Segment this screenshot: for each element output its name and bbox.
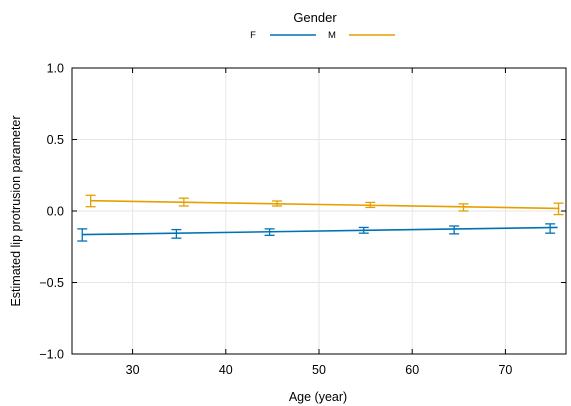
error-bar	[77, 228, 88, 242]
legend-entry-label: M	[328, 30, 336, 41]
series-layer	[77, 194, 564, 242]
y-tick-label: 0.0	[47, 205, 64, 219]
y-tick-label: −0.5	[39, 276, 64, 290]
x-tick-label: 30	[126, 363, 140, 377]
error-bar	[264, 228, 275, 236]
error-bar	[553, 202, 564, 216]
series-line-m	[90, 199, 560, 210]
legend-entry-label: F	[250, 30, 256, 41]
x-axis-label: Age (year)	[289, 390, 347, 404]
legend-entry-m: M	[328, 30, 395, 41]
y-axis: 1.0 0.5 0.0 −0.5 −1.0	[39, 62, 566, 362]
error-bar	[365, 201, 376, 209]
error-bar	[85, 194, 96, 208]
x-tick-label: 50	[312, 363, 326, 377]
error-bar	[545, 223, 556, 234]
y-tick-label: −1.0	[39, 348, 64, 362]
error-bar	[178, 197, 189, 207]
series-m	[85, 194, 564, 216]
error-bar	[449, 225, 460, 235]
x-tick-label: 70	[498, 363, 512, 377]
error-bar	[358, 226, 369, 234]
y-tick-label: 0.5	[47, 133, 64, 147]
legend-title: Gender	[293, 10, 337, 25]
x-tick-label: 60	[405, 363, 419, 377]
gridlines	[72, 67, 566, 355]
y-tick-label: 1.0	[47, 62, 64, 76]
error-bar	[171, 228, 182, 239]
x-tick-label: 40	[219, 363, 233, 377]
series-f	[77, 223, 558, 242]
series-line-f	[82, 226, 558, 236]
error-bar	[272, 200, 283, 207]
legend: Gender F M	[250, 10, 395, 41]
error-bar	[458, 203, 469, 212]
legend-entry-f: F	[250, 30, 316, 41]
x-axis: 30 40 50 60 70	[126, 68, 512, 377]
y-axis-label: Estimated lip protrusion parameter	[9, 115, 23, 306]
